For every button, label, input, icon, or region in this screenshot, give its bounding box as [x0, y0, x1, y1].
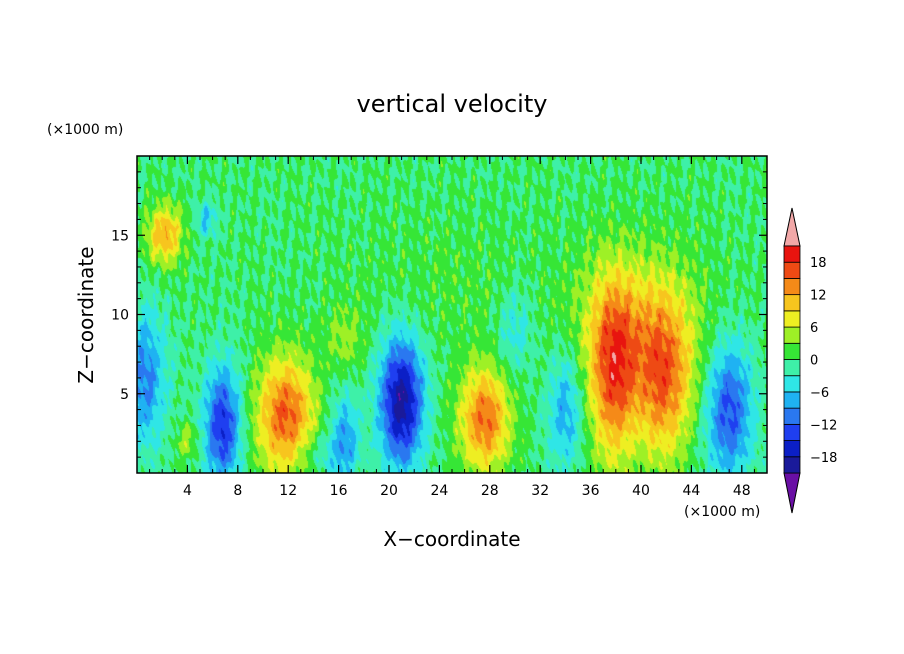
x-tick-label: 24 — [430, 483, 448, 499]
colorbar-tick-label: 0 — [810, 354, 818, 369]
colorbar-tick-label: −6 — [810, 386, 829, 401]
colorbar-swatch — [783, 342, 801, 360]
colorbar-swatch — [783, 245, 801, 263]
chart-title: vertical velocity — [357, 90, 548, 118]
colorbar-swatch — [783, 375, 801, 393]
x-axis-ticks: 4 8 12 16 20 24 28 32 36 40 44 48 — [149, 156, 755, 499]
colorbar-swatch — [783, 326, 801, 344]
colorbar-swatch — [783, 294, 801, 312]
y-unit-label: (×1000 m) — [47, 122, 123, 138]
x-tick-label: 40 — [632, 483, 650, 499]
plot-frame — [136, 155, 768, 474]
x-tick-label: 4 — [183, 483, 192, 499]
colorbar: −18 −12 −6 0 6 12 18 — [783, 207, 837, 514]
x-axis-label: X−coordinate — [383, 527, 520, 551]
colorbar-swatch — [783, 456, 801, 474]
colorbar-tick-label: 6 — [810, 321, 818, 336]
colorbar-tick-label: −18 — [810, 451, 837, 466]
x-tick-label: 12 — [279, 483, 297, 499]
colorbar-swatch — [783, 278, 801, 296]
y-tick-label: 5 — [120, 387, 129, 403]
colorbar-swatch — [783, 359, 801, 377]
x-unit-label: (×1000 m) — [684, 504, 760, 520]
x-tick-label: 48 — [733, 483, 751, 499]
colorbar-swatch — [783, 407, 801, 425]
x-tick-label: 44 — [682, 483, 700, 499]
x-tick-label: 32 — [531, 483, 549, 499]
colorbar-extend-min — [783, 472, 801, 514]
x-tick-label: 36 — [582, 483, 600, 499]
colorbar-tick-label: −12 — [810, 418, 837, 433]
x-tick-label: 8 — [233, 483, 242, 499]
colorbar-swatch — [783, 423, 801, 441]
y-tick-label: 15 — [111, 228, 129, 244]
colorbar-extend-max — [783, 207, 801, 247]
contour-image — [137, 156, 767, 473]
y-tick-label: 10 — [111, 308, 129, 324]
y-axis-label: Z−coordinate — [74, 246, 98, 383]
colorbar-tick-label: 12 — [810, 289, 827, 304]
colorbar-swatch — [783, 310, 801, 328]
x-tick-label: 28 — [481, 483, 499, 499]
x-tick-label: 16 — [330, 483, 348, 499]
contour-field — [137, 156, 767, 473]
colorbar-swatch — [783, 440, 801, 458]
y-axis-ticks: 5 10 15 — [111, 171, 767, 458]
x-tick-label: 20 — [380, 483, 398, 499]
colorbar-swatch — [783, 391, 801, 409]
colorbar-tick-label: 18 — [810, 256, 827, 271]
colorbar-swatch — [783, 261, 801, 279]
